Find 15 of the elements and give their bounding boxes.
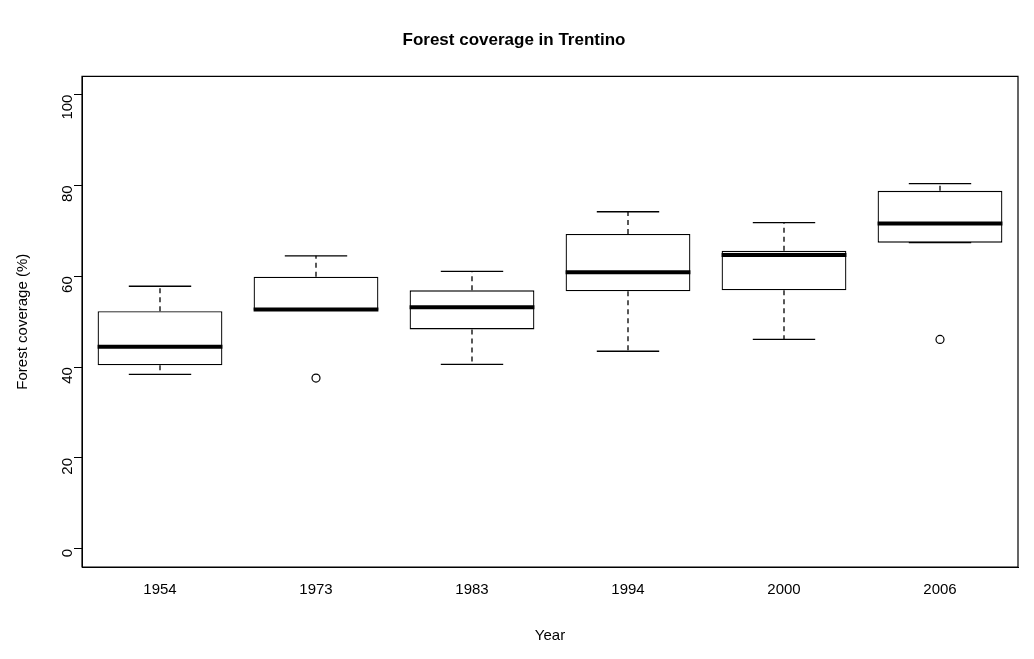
x-tick-label: 1973	[299, 580, 333, 598]
x-axis-title: Year	[534, 626, 566, 644]
x-tick-label: 2000	[767, 580, 801, 598]
y-tick-label: 100	[58, 94, 76, 120]
x-tick-label: 2006	[923, 580, 957, 598]
y-tick-label: 20	[58, 457, 76, 475]
x-tick-label: 1994	[611, 580, 645, 598]
y-tick-label: 0	[58, 548, 76, 558]
y-tick-label: 40	[58, 367, 76, 384]
x-tick-label: 1954	[143, 580, 177, 598]
y-axis-title: Forest coverage (%)	[13, 253, 31, 390]
y-tick-label: 80	[58, 185, 76, 203]
x-tick-label: 1983	[455, 580, 489, 598]
chart-title: Forest coverage in Trentino	[402, 29, 626, 49]
y-tick-label: 60	[58, 276, 76, 293]
